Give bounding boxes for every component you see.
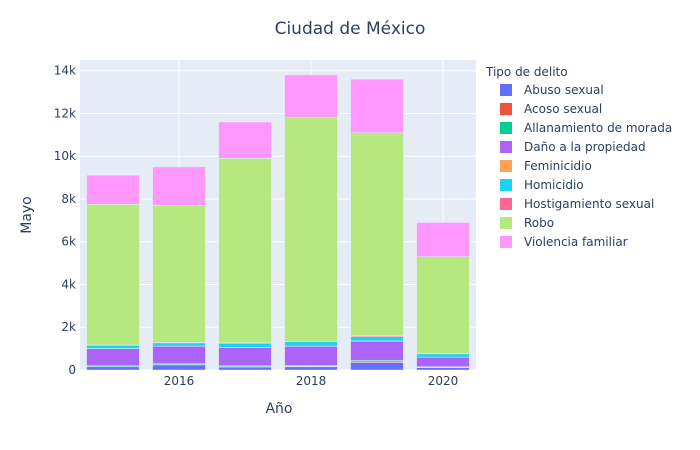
legend-swatch xyxy=(500,84,512,96)
legend-swatch xyxy=(500,141,512,153)
bar-segment xyxy=(86,348,140,366)
x-tick-label: 2016 xyxy=(164,374,195,388)
bar-segment xyxy=(152,364,206,371)
bar-segment xyxy=(416,367,470,371)
y-tick-label: 12k xyxy=(54,106,76,120)
legend: Tipo de delito Abuso sexual Acoso sexual A… xyxy=(485,65,672,249)
bar-segment xyxy=(284,117,338,342)
bar-segment xyxy=(218,366,272,371)
legend-label: Acoso sexual xyxy=(524,102,602,116)
bar-segment xyxy=(284,341,338,347)
legend-label: Robo xyxy=(524,216,554,230)
bar-segment xyxy=(152,345,206,364)
y-tick-label: 8k xyxy=(61,192,76,206)
bar-segment xyxy=(416,356,470,368)
x-axis-title: Año xyxy=(265,401,292,417)
bar-segment xyxy=(350,336,404,342)
bar-segment xyxy=(218,158,272,344)
bars xyxy=(86,74,470,371)
y-tick-labels: 0 2k 4k 6k 8k 10k 12k 14k xyxy=(54,64,76,377)
legend-swatch xyxy=(500,198,512,210)
legend-label: Abuso sexual xyxy=(524,83,604,97)
x-tick-label: 2020 xyxy=(428,374,459,388)
legend-swatch xyxy=(500,103,512,115)
bar-segment xyxy=(416,256,470,354)
bar-segment xyxy=(284,74,338,118)
plot-area xyxy=(80,60,476,370)
y-tick-label: 14k xyxy=(54,64,76,78)
y-tick-label: 4k xyxy=(61,277,76,291)
legend-swatch xyxy=(500,160,512,172)
chart-title: Ciudad de México xyxy=(275,19,426,39)
legend-title: Tipo de delito xyxy=(485,65,568,79)
legend-swatch xyxy=(500,122,512,134)
legend-swatch xyxy=(500,179,512,191)
y-tick-label: 0 xyxy=(68,363,76,377)
x-tick-labels: 2016 2018 2020 xyxy=(164,374,459,388)
bar-segment xyxy=(86,345,140,349)
bar-segment xyxy=(152,205,206,343)
bar-segment xyxy=(152,166,206,206)
legend-label: Feminicidio xyxy=(524,159,592,173)
bar-segment xyxy=(284,346,338,366)
bar-segment xyxy=(86,366,140,371)
bar-segment xyxy=(86,174,140,205)
legend-label: Hostigamiento sexual xyxy=(524,197,654,211)
legend-swatch xyxy=(500,236,512,248)
bar-segment xyxy=(416,222,470,257)
bar-segment xyxy=(284,366,338,371)
y-axis-title: Mayo xyxy=(19,196,35,234)
legend-label: Allanamiento de morada xyxy=(524,121,672,135)
bar-segment xyxy=(218,343,272,348)
x-tick-label: 2018 xyxy=(296,374,327,388)
bar-segment xyxy=(218,121,272,159)
bar-segment xyxy=(350,340,404,361)
legend-label: Violencia familiar xyxy=(524,235,628,249)
bar-segment xyxy=(416,353,470,358)
y-tick-label: 6k xyxy=(61,235,76,249)
legend-swatch xyxy=(500,217,512,229)
bar-segment xyxy=(350,362,404,371)
y-tick-label: 2k xyxy=(61,320,76,334)
bar-segment xyxy=(86,204,140,346)
bar-segment xyxy=(218,347,272,367)
bar-segment xyxy=(350,132,404,337)
legend-label: Daño a la propiedad xyxy=(524,140,646,154)
bar-segment xyxy=(350,78,404,133)
y-tick-label: 10k xyxy=(54,149,76,163)
legend-label: Homicidio xyxy=(524,178,584,192)
bar-segment xyxy=(152,342,206,347)
